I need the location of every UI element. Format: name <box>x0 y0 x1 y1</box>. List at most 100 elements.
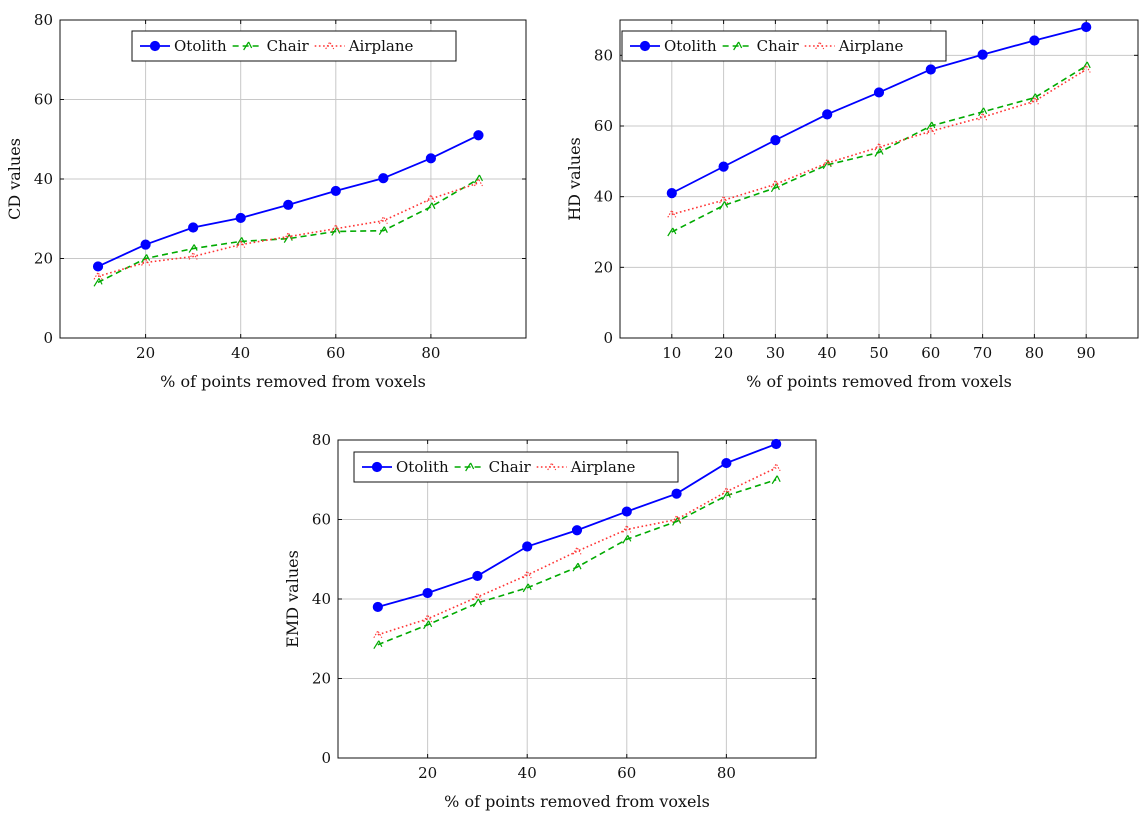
y-tick-label: 80 <box>312 431 331 449</box>
data-point <box>719 201 729 210</box>
data-point <box>140 239 151 250</box>
data-point <box>822 157 832 167</box>
legend-marker <box>371 461 383 473</box>
data-point <box>283 231 293 240</box>
y-tick-label: 0 <box>603 329 613 347</box>
data-point <box>472 570 483 582</box>
legend-label: Otolith <box>396 458 449 476</box>
y-axis-label: HD values <box>565 137 584 221</box>
data-point <box>93 271 103 280</box>
data-point <box>141 254 151 263</box>
data-point <box>472 591 482 601</box>
data-point <box>331 223 341 232</box>
series-otolith <box>372 438 782 613</box>
data-point <box>1029 93 1039 103</box>
data-point <box>378 226 388 235</box>
legend-marker <box>243 41 253 51</box>
series-line <box>97 182 479 278</box>
legend-box <box>621 30 947 62</box>
data-point <box>771 438 782 450</box>
data-point <box>378 215 388 225</box>
x-tick-label: 80 <box>1025 344 1044 362</box>
x-tick-label: 40 <box>518 764 537 782</box>
legend-marker <box>547 461 557 471</box>
x-tick-label: 80 <box>421 344 440 362</box>
legend-label: Chair <box>267 37 310 55</box>
series-airplane <box>373 462 781 639</box>
data-point <box>236 237 246 246</box>
data-point <box>672 514 682 523</box>
x-tick-label: 80 <box>717 764 736 782</box>
data-point <box>874 142 884 151</box>
data-point <box>472 598 482 608</box>
chart-cd: 20 40 60 80 0 20 40 60 80 % of points removed fro… <box>5 11 527 391</box>
data-point <box>236 239 246 248</box>
series-airplane <box>667 64 1091 218</box>
y-tick-label: 0 <box>43 329 53 347</box>
legend-marker <box>815 40 825 50</box>
x-axis-label: % of points removed from voxels <box>444 792 710 811</box>
data-point <box>188 244 198 253</box>
data-point <box>330 185 341 197</box>
data-point <box>425 153 436 164</box>
legend: Otolith Chair Airplane <box>353 451 679 483</box>
data-point <box>770 135 781 146</box>
data-point <box>721 491 731 500</box>
chart-emd: 20 40 60 80 0 20 40 60 80 % of points removed fro… <box>283 431 817 811</box>
data-point <box>770 183 780 193</box>
x-tick-label: 20 <box>714 344 733 362</box>
x-tick-label: 40 <box>818 344 837 362</box>
data-point <box>473 174 483 184</box>
x-tick-label: 20 <box>136 344 155 362</box>
legend-label: Otolith <box>664 37 717 55</box>
legend-entry: Chair <box>454 458 532 476</box>
y-tick-label: 60 <box>594 117 613 135</box>
data-point <box>721 486 731 495</box>
data-point <box>721 457 732 469</box>
data-point <box>93 278 103 287</box>
legend-marker <box>325 40 335 50</box>
legend-label: Airplane <box>838 37 904 55</box>
data-point <box>770 179 780 188</box>
data-point <box>522 541 533 552</box>
y-tick-label: 80 <box>594 46 613 64</box>
data-point <box>978 112 988 121</box>
legend-entry: Chair <box>232 37 310 55</box>
x-tick-label: 20 <box>418 764 437 782</box>
series-chair <box>373 475 781 650</box>
y-tick-label: 20 <box>312 670 331 688</box>
legend-entry: Otolith <box>140 37 227 55</box>
data-point <box>667 209 677 218</box>
data-point <box>926 126 936 135</box>
data-point <box>671 488 682 499</box>
data-point <box>719 195 729 204</box>
legend: Otolith Chair Airplane <box>131 30 457 62</box>
x-axis-label: % of points removed from voxels <box>746 372 1012 391</box>
data-point <box>822 109 833 120</box>
legend-label: Chair <box>757 37 800 55</box>
y-tick-label: 60 <box>34 91 53 109</box>
y-axis-label: CD values <box>5 138 24 220</box>
data-point <box>426 193 436 203</box>
y-tick-label: 60 <box>312 511 331 529</box>
legend-box <box>353 451 679 483</box>
legend-entry: Airplane <box>804 37 904 55</box>
legend-label: Airplane <box>348 37 414 55</box>
data-point <box>1081 64 1091 73</box>
data-point <box>666 188 677 199</box>
data-point <box>1081 21 1092 33</box>
data-point <box>874 148 884 157</box>
x-tick-label: 30 <box>766 344 785 362</box>
gridlines <box>338 439 816 759</box>
data-point <box>667 227 677 237</box>
data-point <box>771 475 781 485</box>
y-tick-label: 40 <box>34 170 53 188</box>
legend-label: Otolith <box>174 37 227 55</box>
data-point <box>572 546 582 555</box>
data-point <box>1029 35 1040 46</box>
legend-entry: Otolith <box>630 37 717 55</box>
data-point <box>423 620 433 630</box>
legend-label: Airplane <box>570 458 636 476</box>
data-point <box>373 629 383 639</box>
data-point <box>873 87 885 98</box>
